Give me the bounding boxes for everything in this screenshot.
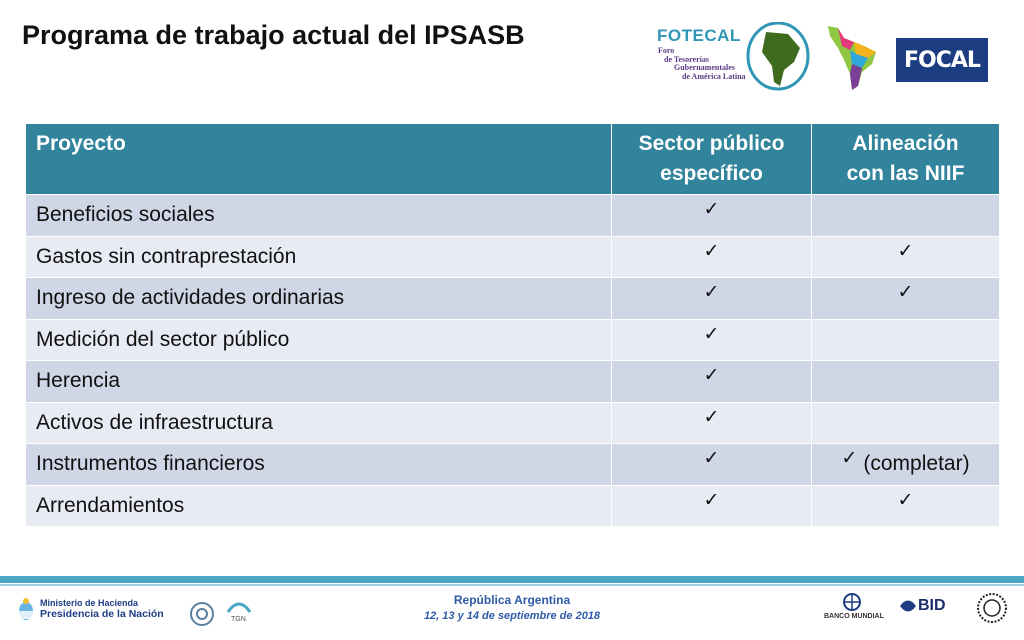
- header-sector-publico: Sector público específico: [611, 123, 812, 195]
- tgn-label: TGN: [231, 616, 246, 623]
- focal-logo: FOCAL: [896, 38, 988, 82]
- ministerio-logo: Ministerio de Hacienda Presidencia de la…: [18, 597, 164, 621]
- niif-check-cell: ✓: [811, 484, 1000, 527]
- check-icon: ✓: [703, 364, 720, 387]
- work-program-table: Proyecto Sector público específico Aline…: [25, 123, 1000, 527]
- sector-check-cell: ✓: [611, 360, 812, 403]
- footer-divider: [0, 584, 1024, 586]
- banco-mundial-label: BANCO MUNDIAL: [824, 613, 884, 620]
- project-name: Instrumentos financieros: [25, 443, 612, 486]
- footer-event-info: República Argentina 12, 13 y 14 de septi…: [412, 593, 612, 622]
- table-row: Herencia ✓: [25, 360, 1000, 403]
- banco-mundial-globe-icon: [843, 593, 861, 611]
- check-icon: ✓: [703, 447, 720, 470]
- niif-check-cell: ✓: [811, 277, 1000, 320]
- niif-check-cell: [811, 194, 1000, 237]
- check-icon: ✓: [841, 447, 858, 470]
- project-name: Activos de infraestructura: [25, 401, 612, 444]
- project-name: Gastos sin contraprestación: [25, 235, 612, 278]
- check-icon: ✓: [703, 239, 720, 262]
- table-row: Gastos sin contraprestación ✓ ✓: [25, 235, 1000, 278]
- header-proyecto: Proyecto: [25, 123, 612, 195]
- ministerio-label: Ministerio de Hacienda: [40, 598, 139, 608]
- argentina-coat-of-arms-icon: [19, 598, 33, 620]
- niif-check-cell: [811, 360, 1000, 403]
- sector-check-cell: ✓: [611, 484, 812, 527]
- niif-check-cell: ✓: [811, 235, 1000, 278]
- check-icon: ✓: [703, 281, 720, 304]
- sector-check-cell: ✓: [611, 277, 812, 320]
- project-name: Arrendamientos: [25, 484, 612, 527]
- slide-title: Programa de trabajo actual del IPSASB: [22, 20, 525, 50]
- tgn-logo-icon: [226, 602, 252, 613]
- seal-icon: [190, 602, 214, 626]
- table-row: Instrumentos financieros ✓ ✓ (completar): [25, 443, 1000, 486]
- sector-check-cell: ✓: [611, 318, 812, 361]
- check-icon: ✓: [897, 239, 914, 262]
- footer-country: República Argentina: [453, 593, 571, 607]
- fotecal-subtitle: Foro de Tesorerías Gubernamentales de Am…: [658, 46, 746, 81]
- fotecal-wordmark: FOTECAL: [657, 26, 741, 45]
- presidencia-label: Presidencia de la Nación: [40, 608, 164, 620]
- fotecal-logo: FOTECAL Foro de Tesorerías Gubernamental…: [652, 22, 812, 94]
- table-row: Beneficios sociales ✓: [25, 194, 1000, 237]
- imf-seal-icon: [977, 593, 1007, 623]
- check-icon: ✓: [703, 488, 720, 511]
- table-row: Activos de infraestructura ✓: [25, 401, 1000, 444]
- sector-check-cell: ✓: [611, 194, 812, 237]
- project-name: Medición del sector público: [25, 318, 612, 361]
- project-name: Beneficios sociales: [25, 194, 612, 237]
- sector-check-cell: ✓: [611, 401, 812, 444]
- sector-check-cell: ✓: [611, 443, 812, 486]
- table-row: Arrendamientos ✓ ✓: [25, 484, 1000, 527]
- table-row: Ingreso de actividades ordinarias ✓ ✓: [25, 277, 1000, 320]
- niif-check-cell: ✓ (completar): [811, 443, 1000, 486]
- bid-label: BID: [918, 597, 946, 614]
- niif-check-cell: [811, 401, 1000, 444]
- check-icon: ✓: [703, 405, 720, 428]
- table-header-row: Proyecto Sector público específico Aline…: [25, 123, 1000, 195]
- niif-check-cell: [811, 318, 1000, 361]
- project-name: Ingreso de actividades ordinarias: [25, 277, 612, 320]
- check-icon: ✓: [897, 488, 914, 511]
- completar-note: (completar): [863, 452, 970, 476]
- header-alineacion-niif: Alineación con las NIIF: [811, 123, 1000, 195]
- south-america-globe-icon: [746, 22, 810, 91]
- project-name: Herencia: [25, 360, 612, 403]
- check-icon: ✓: [703, 198, 720, 221]
- check-icon: ✓: [703, 322, 720, 345]
- sector-check-cell: ✓: [611, 235, 812, 278]
- footer-dates: 12, 13 y 14 de septiembre de 2018: [423, 610, 601, 622]
- table-row: Medición del sector público ✓: [25, 318, 1000, 361]
- latin-america-map-icon: [828, 26, 876, 90]
- check-icon: ✓: [897, 281, 914, 304]
- footer-bar: [0, 576, 1024, 583]
- bid-logo-icon: [900, 600, 916, 612]
